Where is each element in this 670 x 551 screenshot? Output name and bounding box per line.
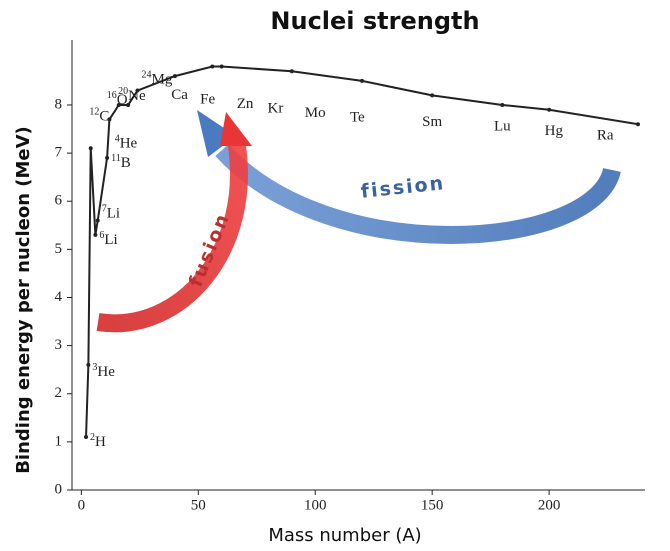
data-point <box>107 117 112 122</box>
nuclide-label: 20Ne <box>118 86 146 104</box>
data-point <box>84 435 89 440</box>
nuclide-symbol: C <box>99 109 109 125</box>
data-point <box>500 102 505 107</box>
data-point <box>219 64 224 69</box>
nuclide-mass: 4 <box>115 134 120 145</box>
x-tick-label: 50 <box>191 497 206 513</box>
data-point <box>105 155 110 160</box>
nuclide-mass: 2 <box>90 432 95 443</box>
data-point <box>547 107 552 112</box>
nuclide-symbol: He <box>97 364 115 380</box>
data-point <box>360 78 365 83</box>
y-tick-label: 5 <box>55 241 63 257</box>
nuclide-label: 7Li <box>102 204 120 222</box>
fusion-arrow <box>96 138 248 333</box>
element-label: Mo <box>305 105 326 121</box>
nuclide-symbol: He <box>120 136 138 152</box>
nuclide-symbol: Mg <box>151 72 172 88</box>
y-tick-label: 8 <box>55 96 63 112</box>
y-tick-label: 4 <box>55 289 63 305</box>
element-label: Hg <box>545 123 564 139</box>
data-point <box>430 93 435 98</box>
y-axis-label: Binding energy per nucleon (MeV) <box>13 126 34 474</box>
x-tick-label: 200 <box>538 497 561 513</box>
nuclide-mass: 12 <box>89 107 99 118</box>
element-label: Fe <box>200 91 215 107</box>
fission-arrowhead <box>197 110 236 157</box>
y-tick-label: 1 <box>55 433 63 449</box>
nuclide-symbol: Li <box>104 232 117 248</box>
nuclide-mass: 11 <box>111 153 121 164</box>
nuclide-label: 12C <box>89 107 109 125</box>
data-point <box>116 102 121 107</box>
element-label: Te <box>350 109 365 125</box>
data-point <box>126 102 131 107</box>
nuclide-label: 11B <box>111 153 131 171</box>
x-tick-label: 100 <box>304 497 327 513</box>
element-label: Ca <box>171 87 188 103</box>
nuclide-symbol: Li <box>107 206 120 222</box>
fission-label: fission <box>360 172 446 203</box>
data-point <box>95 218 100 223</box>
y-tick-label: 2 <box>55 385 63 401</box>
nuclide-mass: 6 <box>99 230 104 241</box>
data-point <box>635 122 640 127</box>
nuclide-label: 6Li <box>99 230 117 248</box>
nuclide-label: 4He <box>115 134 138 152</box>
nuclide-label: 2H <box>90 432 106 450</box>
y-tick-label: 0 <box>55 481 63 497</box>
nuclide-mass: 24 <box>141 70 151 81</box>
element-label: Zn <box>237 96 254 112</box>
data-point <box>210 64 215 69</box>
nuclide-label: 3He <box>92 362 115 380</box>
data-point <box>172 74 177 79</box>
nuclide-symbol: H <box>95 434 106 450</box>
element-label: Sm <box>422 114 442 130</box>
nuclide-symbol: B <box>121 155 131 171</box>
data-point <box>86 362 91 367</box>
nuclide-symbol: Ne <box>128 88 146 104</box>
element-label: Ra <box>597 127 614 143</box>
data-point <box>135 88 140 93</box>
nuclide-mass: 7 <box>102 204 107 215</box>
element-label: Lu <box>494 118 511 134</box>
nuclide-mass: 16 <box>107 90 117 101</box>
x-tick-label: 0 <box>78 497 86 513</box>
fusion-arrowhead <box>220 112 252 146</box>
nuclide-mass: 20 <box>118 86 128 97</box>
nuclide-symbol: O <box>117 92 128 108</box>
x-axis-label: Mass number (A) <box>268 525 421 546</box>
nuclide-label: 24Mg <box>141 70 172 88</box>
element-label: Kr <box>268 100 284 116</box>
data-point <box>88 146 93 151</box>
y-tick-label: 7 <box>55 145 63 161</box>
data-point <box>93 232 98 237</box>
nuclide-label: 16O <box>107 90 128 108</box>
nuclide-mass: 3 <box>92 362 97 373</box>
data-point <box>289 69 294 74</box>
y-tick-label: 6 <box>55 193 63 209</box>
fission-arrow <box>215 143 621 244</box>
y-tick-label: 3 <box>55 337 63 353</box>
x-tick-label: 150 <box>421 497 444 513</box>
chart-title: Nuclei strength <box>270 7 479 35</box>
